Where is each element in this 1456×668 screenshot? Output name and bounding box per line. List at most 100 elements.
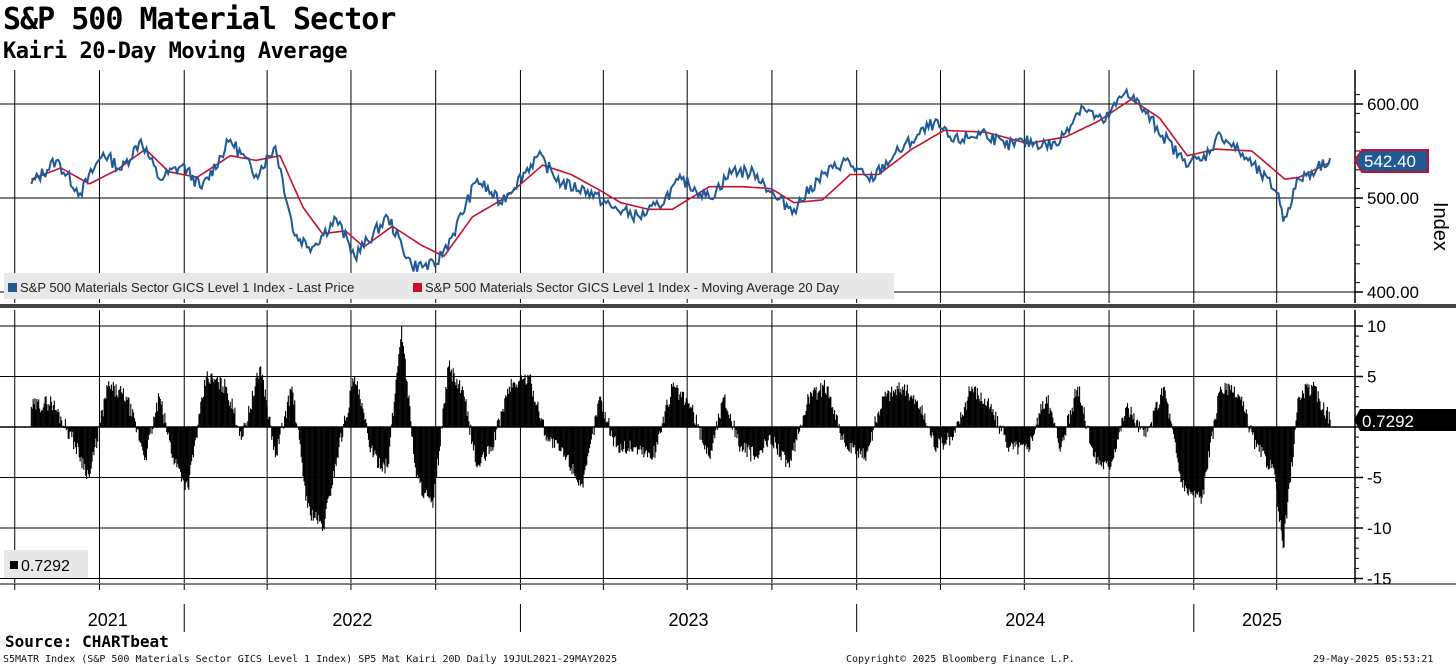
kairi-bar [1149, 423, 1152, 427]
kairi-bar [712, 427, 714, 443]
kairi-bar [350, 391, 352, 427]
kairi-bar [1112, 427, 1114, 460]
kairi-bar [238, 427, 240, 428]
kairi-bar [232, 409, 234, 427]
kairi-bar [1134, 423, 1136, 427]
kairi-bar [326, 427, 328, 503]
kairi-bar [926, 426, 928, 427]
kairi-bar [635, 427, 638, 447]
kairi-bar [960, 412, 962, 427]
kairi-bar [660, 427, 662, 433]
kairi-bar [425, 427, 428, 490]
kairi-bar [410, 421, 412, 427]
kairi-bar [1115, 427, 1117, 449]
kairi-bar [1124, 415, 1126, 427]
kairi-bar [640, 427, 642, 450]
kairi-bar [1184, 427, 1186, 492]
kairi-bar [363, 412, 365, 427]
kairi-bar [175, 427, 177, 459]
kairi-bar [688, 403, 690, 427]
kairi-bar [629, 427, 631, 441]
kairi-bar [111, 390, 113, 427]
kairi-bar [219, 376, 221, 427]
kairi-bar [603, 418, 605, 427]
kairi-bar [184, 427, 186, 490]
kairi-bar [990, 404, 992, 427]
kairi-bar [68, 427, 70, 440]
kairi-bar [820, 383, 822, 427]
kairi-bar [1299, 397, 1301, 427]
kairi-bar [251, 390, 253, 427]
kairi-bar [482, 427, 484, 455]
kairi-bar [679, 394, 681, 427]
kairi-bar [97, 427, 99, 442]
kairi-bar [1282, 427, 1284, 549]
kairi-bar [1251, 427, 1253, 432]
kairi-bar [696, 425, 698, 427]
kairi-bar [497, 418, 499, 427]
kairi-bar [637, 427, 639, 450]
kairi-bar [681, 397, 683, 427]
kairi-bar [1273, 427, 1275, 469]
kairi-bar [261, 377, 263, 427]
kairi-bar [164, 413, 166, 427]
kairi-bar [722, 398, 724, 427]
kairi-bar [176, 427, 178, 468]
kairi-bar [1177, 427, 1179, 463]
kairi-bar [320, 427, 323, 524]
legend-background [4, 273, 894, 299]
kairi-bar [773, 427, 775, 449]
kairi-bar [1122, 417, 1124, 427]
kairi-bar [1126, 406, 1128, 427]
kairi-bar [673, 386, 675, 427]
kairi-bar [538, 411, 540, 427]
kairi-bar [882, 396, 884, 427]
kairi-bar [825, 394, 827, 427]
kairi-bar [572, 427, 574, 464]
kairi-bar [1231, 385, 1233, 427]
kairi-bar [86, 427, 89, 471]
kairi-bar [1253, 427, 1255, 433]
kairi-bar [821, 396, 823, 427]
kairi-bar [40, 410, 42, 427]
legend-entry-moving-average: S&P 500 Materials Sector GICS Level 1 In… [425, 280, 840, 295]
kairi-bar [217, 382, 219, 427]
kairi-bar [74, 427, 76, 442]
kairi-bar [1041, 409, 1043, 427]
kairi-bar [360, 406, 362, 427]
kairi-bar [1249, 427, 1251, 430]
kairi-bar [1069, 410, 1071, 427]
kairi-bar [310, 427, 312, 521]
kairi-bar [525, 384, 527, 427]
kairi-bar [1014, 427, 1016, 447]
kairi-bar [139, 427, 141, 442]
kairi-bar [704, 427, 706, 450]
kairi-bar [700, 427, 702, 428]
kairi-bar [1028, 427, 1030, 452]
kairi-bar [221, 391, 223, 427]
kairi-bar [1212, 427, 1214, 439]
kairi-legend-value: 0.7292 [21, 558, 70, 575]
kairi-bar [211, 373, 213, 427]
kairi-bar [1198, 427, 1200, 498]
kairi-bar [273, 427, 276, 447]
kairi-bar [529, 375, 531, 427]
kairi-bar [98, 424, 101, 427]
kairi-bar [518, 380, 521, 427]
kairi-bar [92, 427, 94, 452]
kairi-bar [316, 427, 318, 521]
kairi-bar [224, 379, 226, 427]
kairi-bar [758, 427, 760, 455]
kairi-bar [888, 391, 890, 427]
kairi-bar [501, 411, 503, 427]
kairi-bar [258, 378, 260, 427]
kairi-bar [284, 416, 286, 427]
kairi-bar [1321, 410, 1323, 427]
kairi-bar [1017, 427, 1019, 455]
kairi-bar [1184, 427, 1187, 486]
kairi-bar [290, 389, 292, 427]
kairi-bar [981, 401, 983, 427]
kairi-bar [623, 427, 626, 442]
kairi-bar [579, 427, 581, 486]
